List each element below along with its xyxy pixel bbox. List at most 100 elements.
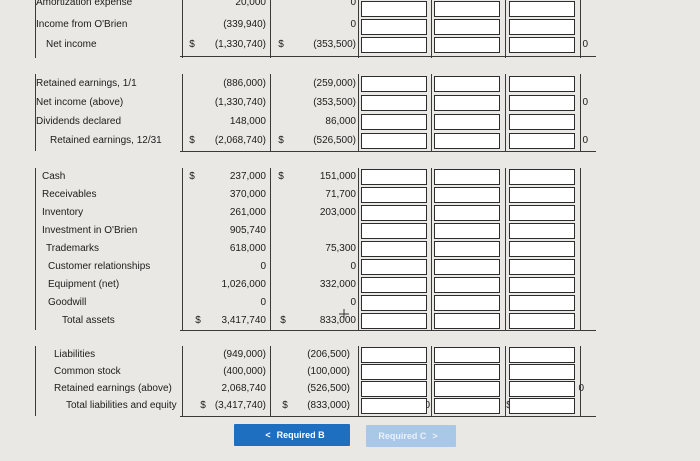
- table-row: Receivables 370,000 71,700: [0, 186, 700, 204]
- subsidiary-value: 0: [350, 297, 356, 308]
- entry-input[interactable]: [361, 114, 427, 130]
- entry-input[interactable]: [434, 133, 500, 149]
- currency-symbol: $: [278, 39, 284, 50]
- entry-input[interactable]: [509, 205, 575, 221]
- entry-input[interactable]: [434, 259, 500, 275]
- entry-input[interactable]: [509, 398, 575, 414]
- entry-input[interactable]: [509, 37, 575, 53]
- subsidiary-value: 332,000: [319, 279, 356, 290]
- entry-input[interactable]: [509, 259, 575, 275]
- entry-input[interactable]: [434, 187, 500, 203]
- grid-column-line: [35, 168, 36, 330]
- grid-column-line: [182, 168, 183, 330]
- entry-input[interactable]: [509, 223, 575, 239]
- parent-value: (886,000): [223, 78, 266, 89]
- entry-input[interactable]: [434, 398, 500, 414]
- row-label: Amortization expense: [36, 0, 133, 8]
- row-label: Receivables: [42, 189, 97, 200]
- entry-input[interactable]: [509, 169, 575, 185]
- entry-input[interactable]: [509, 364, 575, 380]
- grid-column-line: [505, 0, 506, 58]
- parent-value: (1,330,740): [214, 39, 266, 50]
- entry-input[interactable]: [509, 19, 575, 35]
- entry-input[interactable]: [509, 277, 575, 293]
- table-row: Liabilities (949,000) (206,500): [0, 346, 700, 364]
- entry-input[interactable]: [434, 347, 500, 363]
- entry-input[interactable]: [509, 241, 575, 257]
- table-row: Common stock (400,000) (100,000): [0, 363, 700, 381]
- entry-input[interactable]: [509, 313, 575, 329]
- total-underline: [180, 330, 596, 331]
- entry-input[interactable]: [434, 223, 500, 239]
- entry-input[interactable]: [434, 37, 500, 53]
- entry-input[interactable]: [361, 223, 427, 239]
- entry-input[interactable]: [361, 364, 427, 380]
- table-row: Retained earnings, 12/31 $ (2,068,740) $…: [0, 132, 700, 150]
- entry-input[interactable]: [509, 295, 575, 311]
- entry-input[interactable]: [361, 19, 427, 35]
- entry-input[interactable]: [361, 1, 427, 17]
- next-required-button[interactable]: Required C >: [366, 425, 456, 447]
- entry-input[interactable]: [509, 95, 575, 111]
- entry-input[interactable]: [509, 1, 575, 17]
- entry-input[interactable]: [434, 277, 500, 293]
- row-label: Equipment (net): [48, 279, 120, 290]
- table-row: Amortization expense 20,000 0: [0, 0, 700, 18]
- entry-input[interactable]: [361, 76, 427, 92]
- table-row: Cash $ 237,000 $ 151,000: [0, 168, 700, 186]
- prev-label: Required B: [276, 430, 325, 440]
- subsidiary-value: (526,500): [307, 383, 350, 394]
- entry-input[interactable]: [361, 205, 427, 221]
- table-row: Net income $ (1,330,740) $ (353,500) $ 0: [0, 36, 700, 54]
- entry-input[interactable]: [509, 114, 575, 130]
- subsidiary-value: 151,000: [319, 171, 356, 182]
- entry-input[interactable]: [361, 37, 427, 53]
- entry-input[interactable]: [361, 313, 427, 329]
- entry-input[interactable]: [434, 205, 500, 221]
- grid-column-line: [182, 0, 183, 58]
- subsidiary-value: [290, 222, 356, 240]
- parent-value: (949,000): [223, 349, 266, 360]
- entry-input[interactable]: [361, 277, 427, 293]
- entry-input[interactable]: [509, 347, 575, 363]
- table-row: Customer relationships 0 0: [0, 258, 700, 276]
- entry-input[interactable]: [434, 381, 500, 397]
- row-label: Dividends declared: [36, 116, 122, 127]
- prev-required-button[interactable]: < Required B: [234, 424, 350, 446]
- entry-input[interactable]: [361, 398, 427, 414]
- entry-input[interactable]: [509, 76, 575, 92]
- entry-input[interactable]: [509, 381, 575, 397]
- parent-value: 2,068,740: [221, 383, 267, 394]
- grid-column-line: [358, 168, 359, 330]
- entry-input[interactable]: [361, 241, 427, 257]
- row-label: Net income: [46, 39, 97, 50]
- parent-value: 0: [260, 261, 266, 272]
- row-label: Liabilities: [54, 349, 96, 360]
- entry-input[interactable]: [434, 19, 500, 35]
- entry-input[interactable]: [434, 1, 500, 17]
- total-underline: [180, 416, 596, 417]
- entry-input[interactable]: [434, 313, 500, 329]
- parent-value: (2,068,740): [214, 135, 266, 146]
- entry-input[interactable]: [434, 114, 500, 130]
- entry-input[interactable]: [434, 76, 500, 92]
- entry-input[interactable]: [509, 187, 575, 203]
- entry-input[interactable]: [361, 295, 427, 311]
- currency-symbol: $: [189, 135, 195, 146]
- entry-input[interactable]: [361, 187, 427, 203]
- entry-input[interactable]: [361, 169, 427, 185]
- entry-input[interactable]: [361, 347, 427, 363]
- entry-input[interactable]: [434, 364, 500, 380]
- entry-input[interactable]: [361, 381, 427, 397]
- entry-input[interactable]: [434, 169, 500, 185]
- entry-input[interactable]: [509, 133, 575, 149]
- entry-input[interactable]: [434, 95, 500, 111]
- entry-input[interactable]: [434, 241, 500, 257]
- chevron-left-icon: <: [265, 430, 271, 440]
- table-row: Trademarks 618,000 75,300: [0, 240, 700, 258]
- entry-input[interactable]: [361, 133, 427, 149]
- entry-input[interactable]: [361, 95, 427, 111]
- entry-input[interactable]: [434, 295, 500, 311]
- entry-input[interactable]: [361, 259, 427, 275]
- row-label: Goodwill: [48, 297, 87, 308]
